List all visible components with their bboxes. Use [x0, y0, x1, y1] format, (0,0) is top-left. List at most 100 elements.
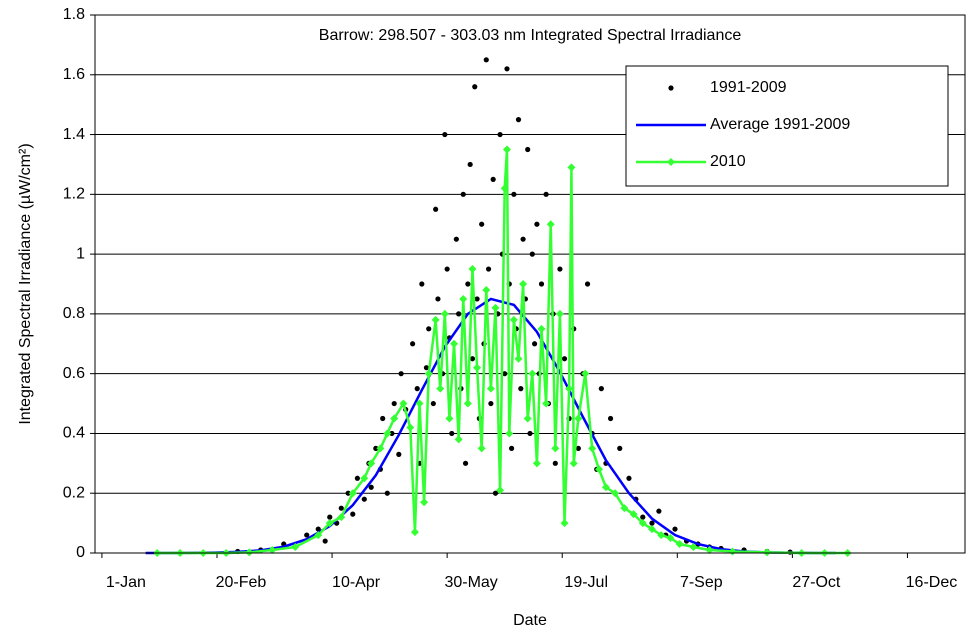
y-tick-label: 1.8: [63, 6, 85, 23]
point: [383, 429, 392, 438]
point: [373, 445, 379, 451]
point: [325, 519, 334, 528]
point: [569, 459, 578, 468]
point: [477, 444, 486, 453]
point: [551, 444, 560, 453]
point: [565, 384, 574, 393]
point: [537, 324, 546, 333]
point: [380, 415, 386, 422]
point: [376, 444, 385, 453]
x-tick-label: 27-Oct: [792, 574, 841, 591]
point: [433, 206, 439, 212]
point: [486, 384, 495, 393]
point: [640, 514, 646, 520]
point: [504, 66, 510, 72]
y-tick-label: 0.6: [63, 365, 85, 382]
point: [384, 490, 390, 496]
point: [528, 369, 537, 378]
point: [456, 311, 462, 317]
legend-label: 2010: [710, 153, 746, 170]
point: [611, 489, 620, 498]
point: [354, 475, 360, 481]
point: [390, 414, 399, 423]
point: [519, 280, 528, 288]
point: [474, 296, 480, 302]
point: [406, 423, 415, 432]
point: [555, 309, 564, 318]
point: [502, 145, 511, 154]
point: [399, 399, 408, 408]
point: [314, 531, 323, 540]
point: [327, 514, 333, 520]
point: [502, 371, 508, 377]
point: [391, 400, 397, 407]
legend: 1991-2009 Average 1991-2009 2010: [625, 65, 949, 187]
plot-marks: [145, 57, 852, 557]
point: [467, 161, 473, 168]
point: [490, 176, 496, 182]
legend-symbol: [667, 158, 675, 166]
point: [440, 309, 449, 318]
y-tick-label: 0.4: [63, 425, 85, 442]
point: [350, 511, 356, 517]
point: [463, 399, 472, 408]
x-tick-label: 20-Feb: [216, 574, 267, 591]
point: [520, 236, 526, 242]
point: [291, 543, 300, 552]
point: [638, 519, 647, 528]
point: [532, 459, 541, 468]
point: [426, 326, 432, 332]
point: [368, 484, 374, 490]
point: [505, 429, 514, 438]
point: [629, 510, 638, 519]
x-tick-label: 16-Dec: [906, 574, 958, 591]
x-tick-label: 30-May: [444, 574, 497, 591]
point: [420, 498, 429, 507]
x-tick-label: 19-Jul: [564, 574, 608, 591]
point: [459, 294, 468, 303]
y-tick-label: 0: [76, 544, 85, 561]
point: [649, 520, 655, 526]
point: [518, 386, 524, 392]
point: [527, 430, 533, 437]
point: [560, 519, 569, 528]
point: [567, 163, 576, 172]
point: [396, 451, 402, 457]
y-tick-label: 0.8: [63, 305, 85, 322]
point: [449, 430, 455, 437]
point: [672, 526, 678, 532]
point: [575, 445, 581, 451]
point: [268, 546, 277, 555]
point: [360, 474, 369, 483]
point: [497, 131, 503, 138]
point: [595, 465, 604, 474]
point: [515, 117, 522, 123]
point: [431, 315, 440, 324]
plot-frame: [94, 14, 966, 554]
point: [656, 508, 662, 514]
point: [473, 363, 482, 372]
point: [557, 266, 563, 272]
y-tick-label: 1.2: [63, 186, 85, 203]
point: [675, 540, 684, 549]
point: [483, 57, 489, 63]
point: [588, 444, 597, 453]
x-tick-label: 7-Sep: [680, 574, 723, 591]
point: [574, 414, 583, 423]
x-axis-title: Date: [513, 612, 547, 629]
point: [532, 341, 538, 347]
point: [491, 303, 500, 312]
point: [361, 496, 367, 502]
point: [468, 265, 477, 274]
point: [482, 285, 491, 294]
point: [488, 400, 494, 407]
point: [496, 486, 505, 495]
point: [348, 489, 357, 498]
point: [763, 548, 772, 557]
point: [534, 221, 540, 227]
y-tick-label: 0.2: [63, 484, 85, 501]
point: [728, 547, 737, 556]
point: [465, 281, 471, 287]
point: [472, 84, 478, 90]
